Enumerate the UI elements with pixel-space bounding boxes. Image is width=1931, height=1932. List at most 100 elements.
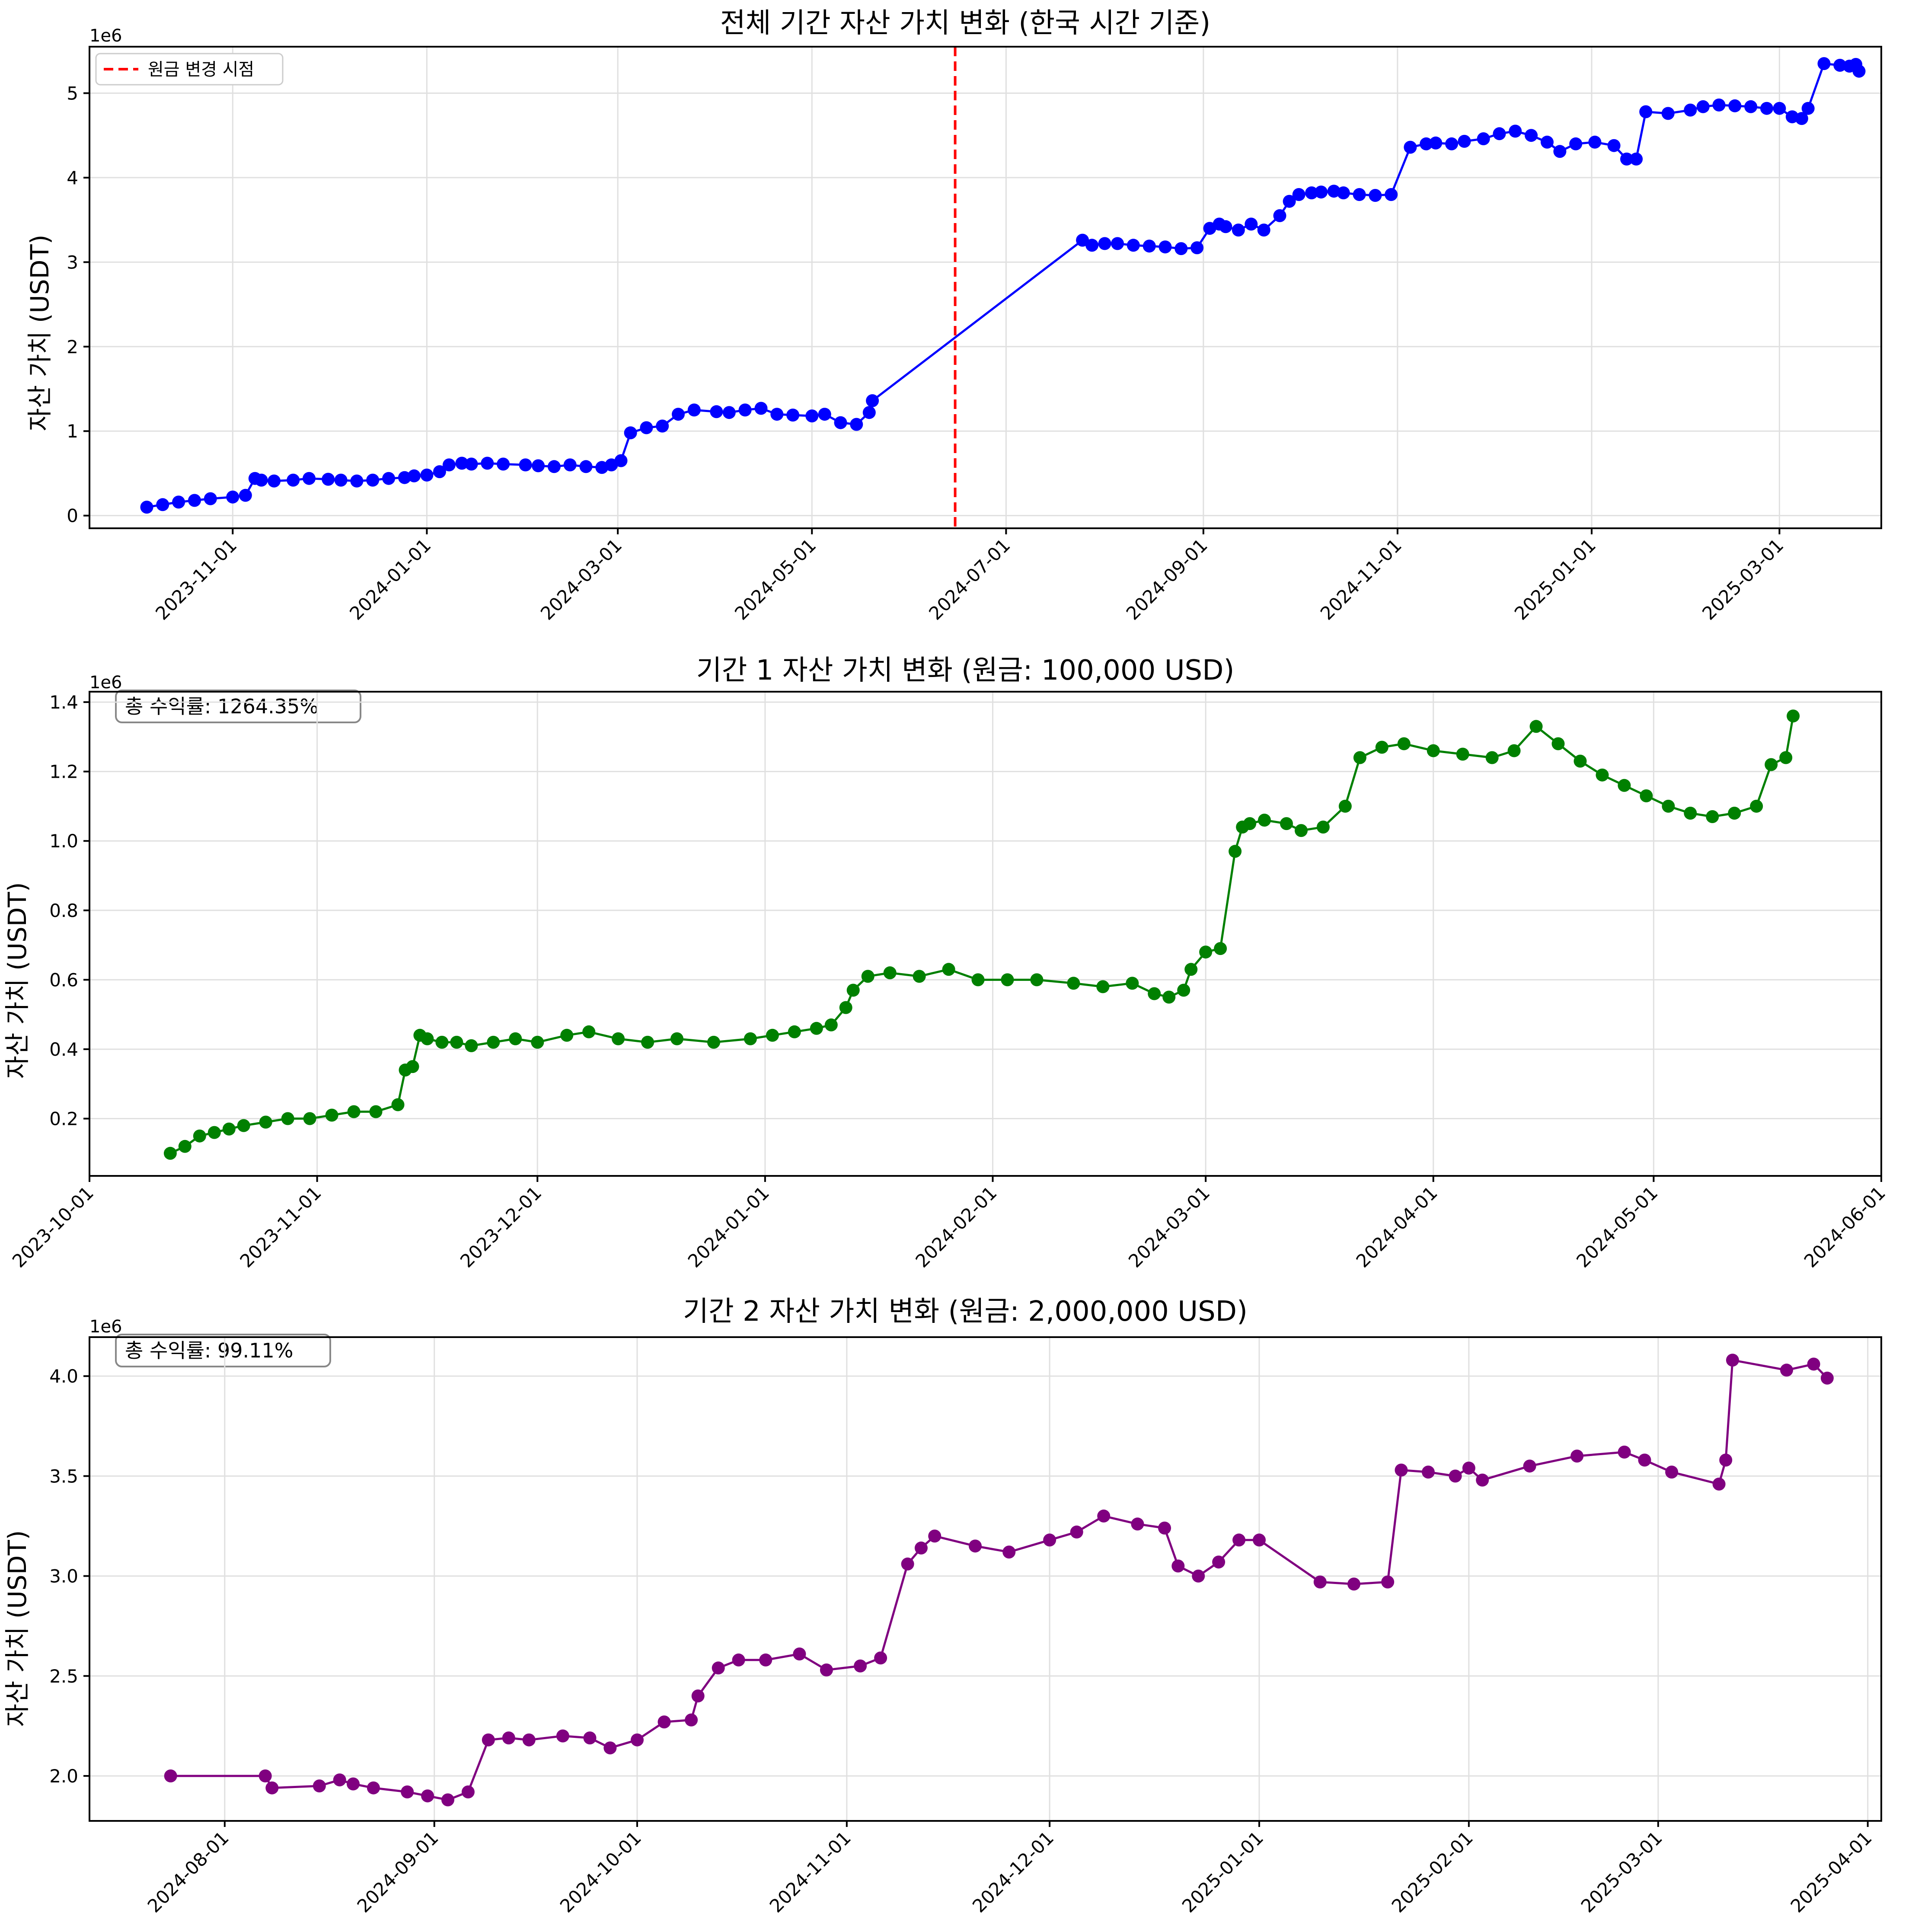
data-point	[1852, 64, 1866, 78]
y-offset-label: 1e6	[89, 1317, 122, 1337]
data-point	[1661, 107, 1675, 120]
data-point	[207, 1126, 221, 1139]
data-point	[333, 1773, 346, 1787]
data-point	[1283, 195, 1296, 208]
data-point	[156, 498, 169, 511]
data-point	[805, 409, 819, 423]
data-point	[163, 1146, 177, 1160]
data-point	[1801, 102, 1815, 115]
data-point	[1551, 737, 1565, 750]
data-point	[631, 1733, 644, 1747]
data-point	[707, 1035, 720, 1049]
data-point	[287, 473, 300, 487]
data-point	[834, 416, 847, 429]
data-point	[398, 471, 411, 484]
data-point	[369, 1105, 383, 1118]
data-point	[1175, 242, 1188, 255]
data-point	[1773, 102, 1786, 115]
data-point	[1422, 1466, 1435, 1479]
data-point	[522, 1733, 536, 1747]
data-point	[759, 1653, 772, 1667]
data-point	[1570, 1450, 1584, 1463]
data-point	[1429, 136, 1443, 150]
data-point	[1726, 1354, 1739, 1367]
data-point	[691, 1689, 705, 1702]
data-point	[563, 458, 577, 472]
data-point	[1338, 799, 1352, 813]
data-point	[556, 1729, 569, 1743]
data-point	[810, 1022, 823, 1035]
data-point	[1787, 709, 1800, 723]
data-point	[1126, 977, 1139, 990]
data-point	[722, 406, 736, 419]
data-point	[854, 1659, 867, 1673]
data-point	[1295, 824, 1308, 837]
data-point	[382, 472, 396, 485]
data-point	[1219, 220, 1232, 233]
y-tick-label: 4	[67, 167, 78, 188]
annotation-box: 총 수익률: 1264.35%	[115, 690, 361, 723]
data-point	[1397, 737, 1411, 750]
legend-frame	[95, 53, 284, 86]
total-return-annotation: 총 수익률: 1264.35%	[125, 695, 319, 718]
data-point	[1158, 1521, 1171, 1535]
data-point	[1030, 973, 1044, 987]
data-point	[1199, 945, 1213, 959]
data-point	[465, 1039, 478, 1052]
data-point	[1779, 751, 1793, 764]
data-point	[237, 1119, 250, 1132]
total-return-annotation: 총 수익률: 99.11%	[125, 1339, 293, 1362]
data-point	[914, 1541, 928, 1555]
y-tick-label: 1.0	[49, 830, 78, 852]
data-point	[1257, 224, 1270, 237]
data-point	[1177, 984, 1191, 997]
data-point	[901, 1557, 914, 1571]
data-point	[421, 1789, 434, 1803]
data-point	[1347, 1578, 1360, 1591]
data-point	[1780, 1364, 1793, 1377]
data-point	[367, 1781, 380, 1795]
axes-frame	[89, 691, 1882, 1177]
y-axis-label: 자산 가치 (USDT)	[3, 1530, 32, 1727]
data-point	[1795, 112, 1808, 125]
data-point	[1760, 102, 1773, 115]
data-point	[1639, 105, 1653, 118]
y-tick-label: 3.5	[49, 1466, 78, 1487]
data-point	[861, 970, 875, 983]
y-tick-label: 1	[67, 421, 78, 442]
chart-title: 기간 2 자산 가치 변화 (원금: 2,000,000 USD)	[683, 1296, 1248, 1328]
data-point	[465, 457, 478, 471]
data-point	[303, 1112, 316, 1125]
data-point	[1085, 239, 1099, 252]
annotation-box: 총 수익률: 99.11%	[115, 1334, 331, 1367]
data-point	[913, 970, 926, 983]
data-point	[579, 460, 593, 473]
data-point	[509, 1032, 522, 1045]
data-point	[862, 406, 876, 419]
data-point	[583, 1731, 597, 1745]
y-tick-label: 5	[67, 83, 78, 104]
y-tick-label: 0.2	[49, 1108, 78, 1130]
data-point	[1574, 754, 1587, 768]
data-point	[820, 1663, 833, 1677]
data-point	[1148, 987, 1161, 1000]
data-point	[1662, 799, 1675, 813]
data-point	[1476, 1473, 1489, 1487]
data-point	[1280, 817, 1293, 830]
data-point	[497, 457, 510, 471]
data-point	[1385, 188, 1398, 201]
data-point	[1353, 751, 1366, 764]
data-point	[1728, 99, 1742, 112]
y-tick-label: 4.0	[49, 1366, 78, 1387]
data-point	[1127, 239, 1140, 252]
data-point	[1638, 1453, 1651, 1467]
data-point	[178, 1140, 192, 1153]
data-point	[1327, 185, 1341, 198]
data-point	[1067, 977, 1080, 990]
data-point	[1381, 1575, 1395, 1589]
chart-title: 기간 1 자산 가치 변화 (원금: 100,000 USD)	[696, 655, 1235, 687]
data-point	[1485, 751, 1499, 764]
data-point	[1232, 1533, 1246, 1547]
data-point	[455, 457, 469, 470]
